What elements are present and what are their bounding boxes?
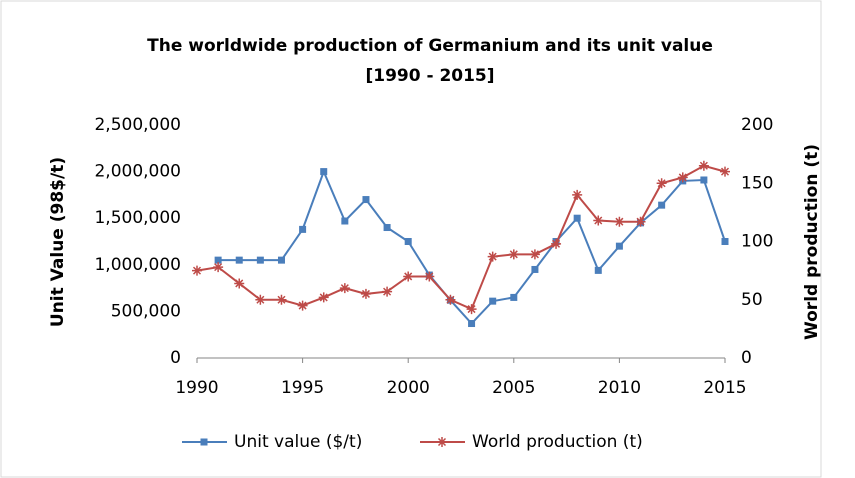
data-point [489,297,497,305]
data-point [213,262,224,273]
x-tick-label: 1990 [175,378,218,398]
data-point [615,242,623,250]
data-point [720,166,730,177]
data-point [658,201,666,209]
data-point [529,249,540,260]
data-point [572,189,583,200]
data-point [656,178,667,189]
y2-tick-label: 0 [741,348,752,368]
y-tick-label: 2,500,000 [94,115,181,135]
x-tick-label: 2010 [598,378,641,398]
x-tick-label: 2015 [703,378,746,398]
y-tick-label: 0 [170,348,181,368]
data-point [277,256,285,264]
y-tick-label: 1,000,000 [94,255,181,275]
y2-tick-label: 100 [741,232,773,252]
data-point [468,320,476,328]
y-axis-title: Unit Value (98$/t) [48,157,68,327]
y2-tick-label: 50 [741,290,763,310]
data-point [508,249,519,260]
data-point [700,176,708,184]
data-point [339,283,350,294]
legend-marker [200,438,208,446]
data-point [551,238,562,249]
data-point [487,251,498,262]
data-point [382,286,393,297]
data-point [466,304,477,315]
x-tick-label: 1995 [281,378,324,398]
y-tick-label: 1,500,000 [94,208,181,228]
chart-title: [1990 - 2015] [365,66,494,86]
data-point [635,216,646,227]
data-point [255,294,266,305]
chart-title: The worldwide production of Germanium an… [147,36,713,56]
data-point [510,293,518,301]
data-point [234,278,245,289]
data-point [593,215,604,226]
data-point [360,288,371,299]
y2-axis-title: World production (t) [802,144,822,340]
data-point [276,294,287,305]
data-point [445,294,456,305]
y-tick-label: 2,000,000 [94,162,181,182]
data-point [677,172,688,183]
y2-tick-label: 150 [741,173,773,193]
data-point [318,292,329,303]
data-point [721,238,729,245]
data-point [256,256,264,264]
y2-tick-label: 200 [741,115,773,135]
data-point [403,271,414,282]
data-point [299,225,307,233]
data-point [404,238,412,245]
legend-label: World production (t) [472,432,643,452]
data-point [594,266,602,274]
legend-label: Unit value ($/t) [234,432,362,452]
legend-marker [437,437,447,447]
data-point [531,265,539,273]
data-point [573,214,581,222]
data-point [297,300,308,311]
data-point [383,224,391,232]
data-point [698,160,709,171]
data-point [341,217,349,225]
data-point [614,216,625,227]
data-point [362,196,370,204]
x-tick-label: 2000 [387,378,430,398]
x-tick-label: 2005 [492,378,535,398]
data-point [424,271,435,282]
data-point [235,256,243,264]
data-point [192,265,202,276]
y-tick-label: 500,000 [111,301,181,321]
data-point [320,168,328,176]
data-point [214,256,222,264]
